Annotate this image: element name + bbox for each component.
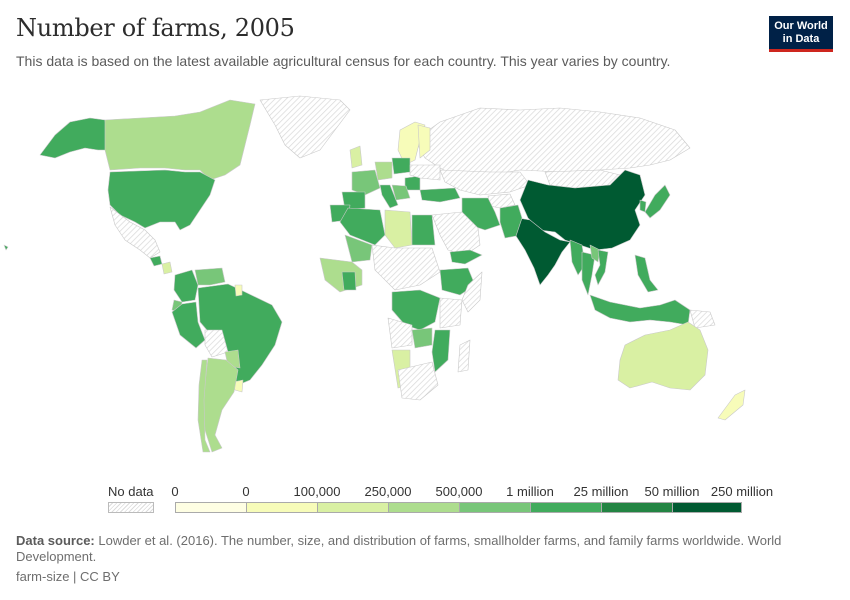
country-libya <box>384 209 413 249</box>
country-ivory-coast <box>341 271 357 291</box>
country-uk <box>349 145 363 169</box>
legend-bin-3[interactable] <box>388 502 459 513</box>
chart-subtitle: This data is based on the latest availab… <box>16 53 671 69</box>
country-greenland <box>259 95 351 159</box>
country-venezuela <box>194 267 226 286</box>
country-nicaragua <box>161 261 173 275</box>
country-pakistan <box>499 204 523 239</box>
country-italy <box>379 184 399 209</box>
country-philippines <box>634 254 659 293</box>
country-mozambique <box>431 329 451 373</box>
country-japan <box>644 184 671 219</box>
legend-bin-7[interactable] <box>672 502 742 513</box>
owid-logo[interactable]: Our World in Data <box>769 16 833 52</box>
country-madagascar <box>457 339 471 373</box>
country-indonesia <box>589 294 691 326</box>
country-australia <box>617 321 709 391</box>
country-laos <box>589 244 601 263</box>
country-suriname <box>234 284 243 297</box>
legend-tick-label: 100,000 <box>293 484 341 499</box>
country-myanmar <box>569 239 586 276</box>
country-poland <box>391 157 411 175</box>
country-south-korea <box>639 199 647 213</box>
logo-line-1: Our World <box>774 20 828 32</box>
data-source: Data source: Lowder et al. (2016). The n… <box>16 533 796 565</box>
legend-tick-label: 50 million <box>644 484 700 499</box>
legend-no-data-swatch <box>108 502 154 513</box>
country-colombia <box>173 269 199 303</box>
country-kazakhstan <box>439 169 531 196</box>
legend-bin-1[interactable] <box>246 502 317 513</box>
world-map[interactable] <box>0 85 850 475</box>
country-usa-alaska <box>39 117 109 159</box>
country-peru <box>171 301 206 349</box>
country-new-zealand <box>717 389 746 421</box>
country-romania <box>404 175 421 191</box>
country-bolivia <box>204 329 229 358</box>
source-label: Data source: <box>16 533 95 548</box>
legend-no-data-label: No data <box>108 484 154 499</box>
country-vietnam <box>594 249 609 286</box>
country-turkey <box>419 187 461 203</box>
country-india <box>515 217 571 286</box>
country-yemen <box>449 249 483 265</box>
legend-tick-label: 250 million <box>710 484 774 499</box>
country-saudi-arabia <box>431 211 481 256</box>
legend-tick-label: 500,000 <box>435 484 483 499</box>
country-mali <box>344 234 373 263</box>
country-chile <box>197 359 211 453</box>
country-germany <box>374 161 393 181</box>
chart-title: Number of farms, 2005 <box>16 14 295 42</box>
license-text: farm-size | CC BY <box>16 569 120 584</box>
country-canada <box>104 99 256 181</box>
legend-bin-6[interactable] <box>601 502 672 513</box>
legend-tick-label: 1 million <box>506 484 554 499</box>
country-sahel <box>371 244 441 291</box>
country-dr-congo <box>391 289 441 331</box>
country-hawaii <box>3 244 9 251</box>
country-algeria <box>339 207 386 246</box>
source-text: Lowder et al. (2016). The number, size, … <box>16 533 782 564</box>
country-angola <box>387 317 413 349</box>
country-ukraine <box>409 164 441 181</box>
legend-tick-label: 25 million <box>573 484 629 499</box>
legend-bin-4[interactable] <box>459 502 530 513</box>
country-argentina <box>202 357 239 453</box>
country-balkans <box>391 184 411 201</box>
country-france <box>351 169 381 196</box>
country-guatemala <box>149 255 163 267</box>
legend-bin-2[interactable] <box>317 502 388 513</box>
legend-tick-label: 0 <box>171 484 179 499</box>
legend-bin-0[interactable] <box>175 502 246 513</box>
country-egypt <box>411 214 436 246</box>
map-legend: No data 0 0 100,000 250,000 500,000 1 mi… <box>0 482 850 518</box>
country-zambia <box>411 327 433 349</box>
country-papua-new-guinea <box>689 309 716 329</box>
country-somalia <box>461 271 483 313</box>
country-south-africa <box>397 361 439 401</box>
logo-line-2: in Data <box>782 33 820 45</box>
country-mexico <box>109 206 161 259</box>
country-finland <box>417 124 431 159</box>
legend-tick-label: 0 <box>242 484 250 499</box>
country-russia <box>414 107 691 179</box>
country-kenya-tanzania <box>439 297 463 329</box>
legend-bin-5[interactable] <box>530 502 601 513</box>
legend-tick-label: 250,000 <box>364 484 412 499</box>
